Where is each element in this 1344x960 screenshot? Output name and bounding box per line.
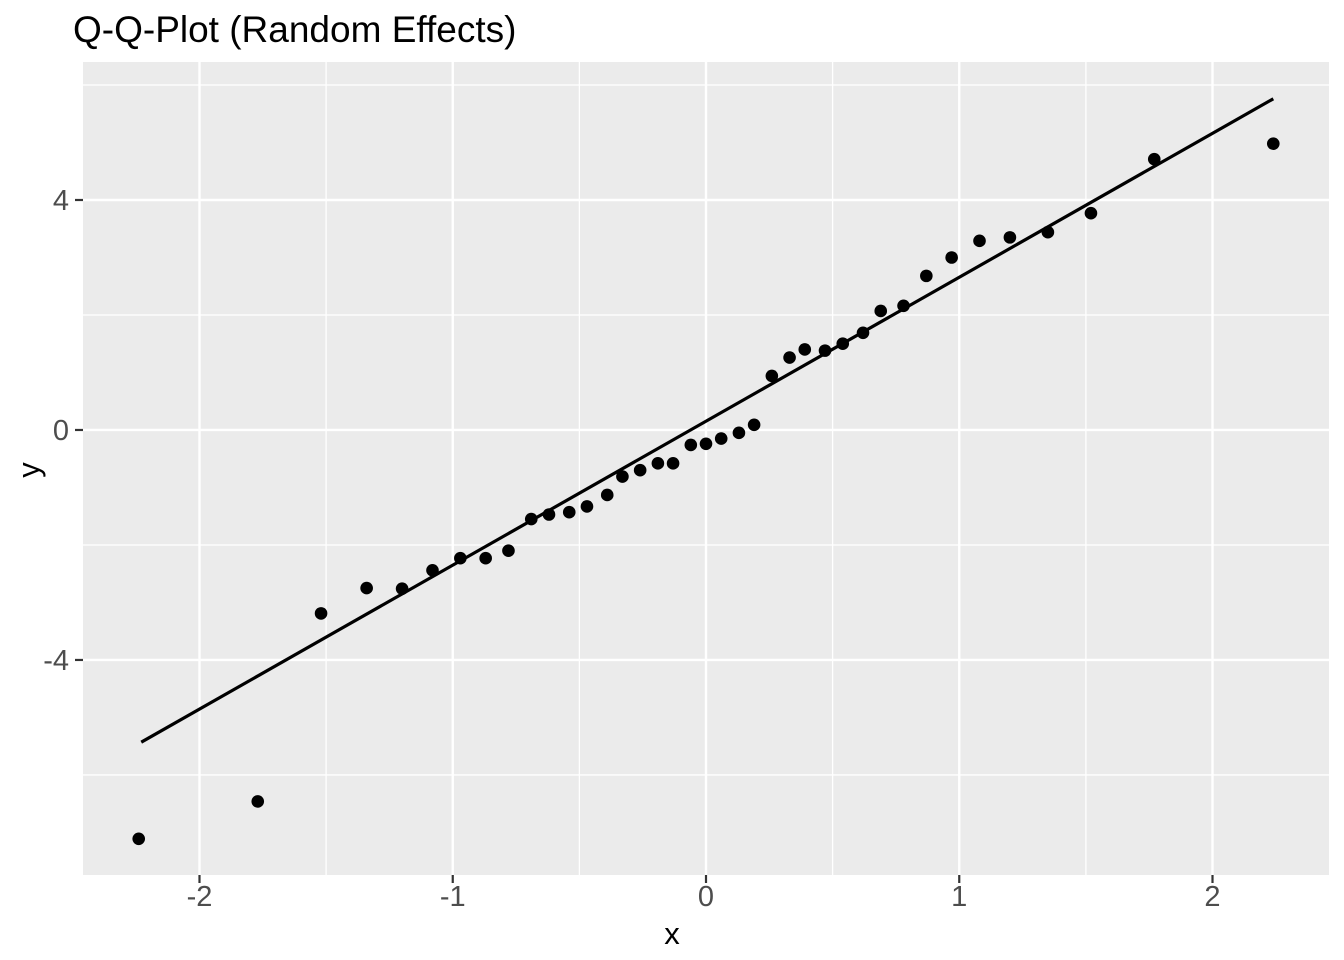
- x-axis-title: x: [664, 916, 680, 951]
- data-point: [132, 832, 146, 846]
- data-point: [479, 551, 492, 565]
- data-point: [699, 437, 713, 451]
- x-tick-label: -1: [440, 881, 466, 913]
- data-point: [765, 369, 779, 383]
- data-point: [502, 544, 515, 558]
- data-point: [714, 432, 728, 445]
- data-point: [897, 299, 910, 313]
- data-point: [600, 488, 614, 502]
- x-tick-label: 0: [698, 881, 714, 913]
- data-point: [973, 234, 986, 248]
- data-point: [1003, 231, 1017, 244]
- data-point: [666, 457, 680, 470]
- y-axis-title: y: [11, 462, 46, 478]
- data-point: [920, 269, 933, 283]
- data-point: [454, 551, 467, 565]
- qq-reference-line: [140, 97, 1275, 744]
- data-point: [314, 607, 328, 620]
- data-point: [818, 344, 832, 357]
- data-point: [945, 251, 958, 264]
- data-point: [1266, 137, 1280, 150]
- data-point: [783, 351, 796, 364]
- data-point: [836, 337, 850, 351]
- chart-title: Q-Q-Plot (Random Effects): [73, 9, 517, 50]
- data-point: [684, 438, 698, 452]
- data-point: [633, 463, 647, 477]
- data-point: [395, 582, 409, 595]
- data-point: [798, 343, 812, 356]
- data-point: [542, 508, 556, 521]
- data-point: [1147, 152, 1161, 166]
- data-point: [580, 500, 594, 513]
- data-point: [524, 512, 538, 526]
- data-point: [874, 304, 888, 318]
- data-point: [616, 470, 629, 483]
- data-point: [856, 326, 870, 340]
- data-point: [732, 426, 746, 440]
- data-point: [1041, 225, 1055, 239]
- x-tick-label: -2: [187, 881, 213, 913]
- x-tick-label: 2: [1204, 881, 1220, 913]
- data-point: [651, 457, 665, 470]
- data-point: [360, 581, 373, 595]
- x-tick-label: 1: [951, 881, 967, 913]
- data-point: [562, 505, 576, 519]
- data-point: [1084, 206, 1098, 220]
- y-tick-label: -4: [43, 645, 69, 677]
- y-tick-label: 0: [53, 415, 69, 447]
- data-point: [426, 563, 439, 577]
- data-point: [747, 418, 761, 432]
- y-tick-label: 4: [53, 185, 69, 217]
- data-point: [251, 795, 265, 808]
